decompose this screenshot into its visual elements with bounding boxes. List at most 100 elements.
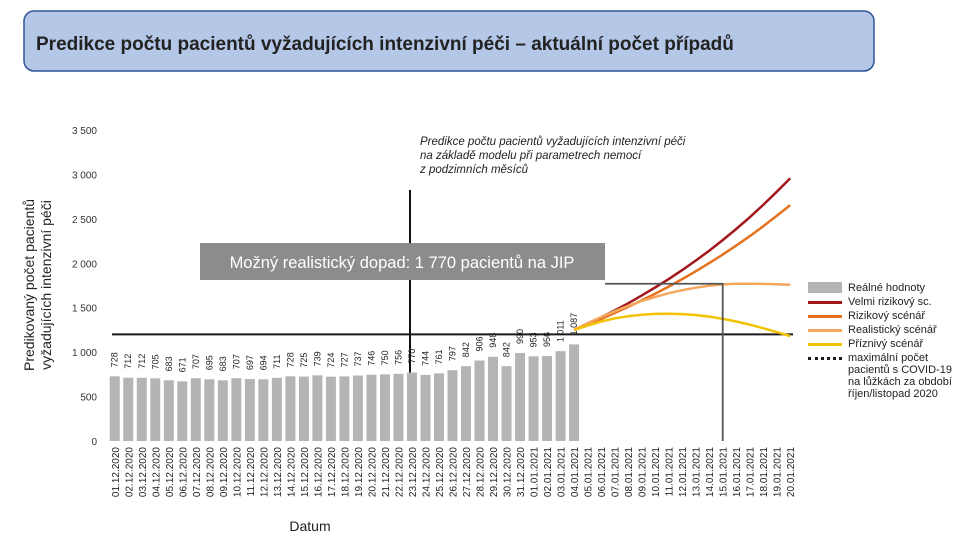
x-tick-label: 29.12.2020 [489,447,500,497]
x-tick-label: 16.12.2020 [313,447,324,497]
x-tick-label: 20.12.2020 [367,447,378,497]
value-label: 746 [366,351,376,366]
bar [244,379,255,441]
x-tick-label: 09.01.2021 [638,447,649,497]
y-tick-label: 3 000 [72,170,97,181]
value-label: 842 [502,342,512,357]
legend-item: Rizikový scénář [808,310,953,322]
bar [258,379,269,441]
x-tick-label: 20.01.2021 [786,447,797,497]
slide-title: Predikce počtu pacientů vyžadujících int… [36,34,734,55]
value-label: 724 [326,353,336,368]
x-tick-label: 09.12.2020 [219,447,230,497]
x-tick-label: 15.12.2020 [300,447,311,497]
annotation: z podzimních měsíců [419,164,529,176]
bar [204,379,215,441]
x-tick-label: 13.01.2021 [692,447,703,497]
value-label: 990 [515,329,525,344]
y-tick-label: 2 500 [72,215,97,226]
x-tick-label: 03.12.2020 [138,447,149,497]
x-tick-label: 30.12.2020 [503,447,514,497]
legend-label: Příznivý scénář [848,338,924,350]
legend-item: Příznivý scénář [808,338,953,350]
bar [379,374,390,441]
bar [109,376,120,441]
y-axis-title: vyžadujících intenzivní péči [38,200,54,370]
y-tick-label: 1 000 [72,348,97,359]
x-tick-label: 05.01.2021 [584,447,595,497]
x-tick-label: 25.12.2020 [435,447,446,497]
legend-label: Velmi rizikový sc. [848,296,932,308]
bar [136,377,147,441]
x-tick-label: 14.01.2021 [705,447,716,497]
x-tick-label: 31.12.2020 [516,447,527,497]
bar [352,375,363,441]
bar [461,366,472,441]
value-label: 671 [177,357,187,372]
value-label: 727 [339,352,349,367]
y-tick-label: 0 [91,437,97,448]
bar [393,373,404,441]
value-label: 695 [204,355,214,370]
x-tick-label: 22.12.2020 [394,447,405,497]
value-label: 770 [407,349,417,364]
x-tick-label: 12.12.2020 [259,447,270,497]
value-label: 906 [475,336,485,351]
value-label: 725 [299,353,309,368]
value-label: 948 [488,333,498,348]
x-tick-label: 02.01.2021 [543,447,554,497]
x-tick-label: 06.12.2020 [178,447,189,497]
x-tick-label: 17.01.2021 [746,447,757,497]
legend: Reálné hodnoty Velmi rizikový sc. Rizikový… [808,282,953,402]
value-label: 705 [150,354,160,369]
value-label: 697 [245,355,255,370]
x-tick-label: 04.01.2021 [570,447,581,497]
legend-label: Realistický scénář [848,324,937,336]
bar [271,377,282,441]
value-label: 712 [123,354,133,369]
x-tick-label: 10.12.2020 [232,447,243,497]
callout-line [605,282,724,441]
bar [298,376,309,441]
y-tick-label: 500 [80,393,97,404]
x-tick-label: 28.12.2020 [476,447,487,497]
x-tick-label: 27.12.2020 [462,447,473,497]
value-label: 694 [258,355,268,370]
legend-label: Reálné hodnoty [848,282,926,294]
value-label: 683 [218,356,228,371]
callout-text: Možný realistický dopad: 1 770 pacientů … [230,254,575,272]
value-label: 728 [285,352,295,367]
legend-label: Rizikový scénář [848,310,926,322]
series-line [573,177,792,332]
x-tick-label: 19.12.2020 [354,447,365,497]
bar [542,356,553,441]
annotation: Predikce počtu pacientů vyžadujících int… [420,136,686,148]
legend-swatch [808,282,842,293]
bar [528,356,539,441]
bar [163,380,174,441]
bar [488,356,499,441]
x-tick-label: 11.12.2020 [246,447,257,497]
x-tick-label: 24.12.2020 [421,447,432,497]
x-axis-title: Datum [289,518,330,534]
x-tick-label: 17.12.2020 [327,447,338,497]
value-label: 739 [312,351,322,366]
x-tick-label: 18.01.2021 [759,447,770,497]
title-banner [23,10,875,72]
value-label: 756 [393,350,403,365]
x-tick-label: 08.01.2021 [624,447,635,497]
y-tick-label: 2 000 [72,259,97,270]
x-tick-label: 23.12.2020 [408,447,419,497]
value-label: 707 [191,354,201,369]
bar [123,377,134,441]
bar [555,351,566,441]
x-tick-label: 11.01.2021 [665,447,676,497]
bar [501,366,512,441]
value-label: 728 [110,352,120,367]
legend-swatch [808,315,842,318]
x-tick-label: 21.12.2020 [381,447,392,497]
y-axis-title: Predikovaný počet pacientů [21,199,37,371]
value-label: 842 [461,342,471,357]
value-label: 1 011 [556,320,566,342]
